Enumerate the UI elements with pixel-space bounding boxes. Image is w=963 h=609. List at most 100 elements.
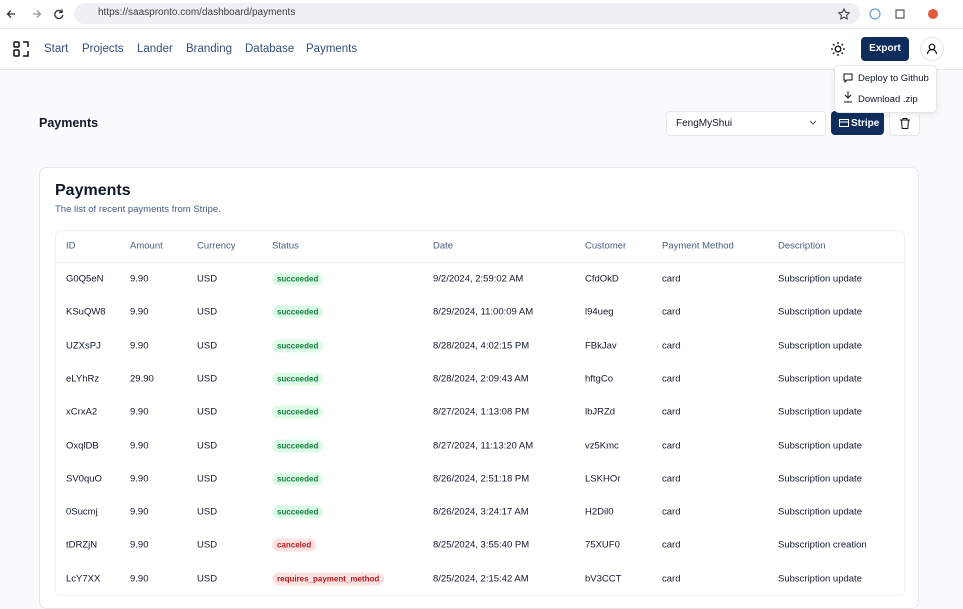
row-divider <box>56 262 904 263</box>
table-cell: 8/25/2024, 3:55:40 PM <box>433 539 530 551</box>
table-cell: USD <box>197 273 218 285</box>
table-cell: card <box>662 473 681 485</box>
column-header: Status <box>272 240 299 252</box>
table-cell: 9.90 <box>130 473 149 485</box>
menu-item[interactable]: Download .zip <box>858 94 918 105</box>
table-cell: 8/28/2024, 4:02:15 PM <box>433 340 530 352</box>
status-badge: canceled <box>272 538 317 552</box>
table-cell: 75XUF0 <box>585 539 620 551</box>
payment-id: UZXsPJ <box>66 340 101 352</box>
table-cell: 29.90 <box>130 373 154 385</box>
status-badge: succeeded <box>272 439 324 452</box>
column-header: Amount <box>130 240 163 252</box>
payment-id: OxqlDB <box>66 440 99 451</box>
table-cell: Subscription update <box>778 273 862 285</box>
table-cell: USD <box>197 306 218 318</box>
table-cell: USD <box>197 473 218 485</box>
nav-link[interactable]: Lander <box>137 43 173 55</box>
theme-toggle[interactable] <box>831 42 845 56</box>
column-header: Date <box>433 240 454 252</box>
nav-link[interactable]: Database <box>245 43 295 55</box>
page-title: Payments <box>39 116 99 130</box>
select-value: FengMyShui <box>676 118 733 129</box>
table-cell: 9.90 <box>130 506 149 518</box>
table-cell: 9.90 <box>130 539 149 551</box>
delete-button[interactable] <box>889 111 920 136</box>
table-cell: Subscription creation <box>778 539 867 551</box>
table-cell: card <box>662 373 681 385</box>
table-cell: USD <box>197 539 218 551</box>
menu-item[interactable]: Deploy to Github <box>858 73 929 84</box>
table-cell: 8/27/2024, 1:13:08 PM <box>433 406 530 418</box>
table-cell: hftgCo <box>585 373 613 385</box>
table-cell: card <box>662 539 681 551</box>
table-cell: USD <box>197 440 218 451</box>
export-button[interactable]: Export <box>861 37 909 61</box>
nav-link[interactable]: Start <box>44 43 69 55</box>
table-cell: USD <box>197 506 218 518</box>
payment-id: tDRZjN <box>66 539 98 551</box>
table-cell: bV3CCT <box>585 573 622 585</box>
payment-id: LcY7XX <box>66 573 101 585</box>
column-header: Description <box>778 240 826 252</box>
nav-link[interactable]: Branding <box>186 43 233 55</box>
table-cell: Subscription update <box>778 573 862 585</box>
table-cell: USD <box>197 573 218 585</box>
chevron <box>809 120 817 125</box>
column-header: Payment Method <box>662 240 734 252</box>
payment-id: xCrxA2 <box>66 406 98 418</box>
status-badge: succeeded <box>272 472 324 486</box>
table-cell: 8/28/2024, 2:09:43 AM <box>433 373 529 385</box>
browser-controls[interactable] <box>6 8 66 20</box>
table-cell: card <box>662 440 681 451</box>
url: https://saaspronto.com/dashboard/payment… <box>98 7 296 18</box>
table-cell: Subscription update <box>778 406 862 418</box>
table-cell: 9.90 <box>130 273 149 285</box>
logo[interactable] <box>13 41 29 57</box>
status-badge: succeeded <box>272 405 324 419</box>
table-cell: H2Dil0 <box>585 506 614 518</box>
card-icon <box>839 119 849 127</box>
table-cell: card <box>662 340 681 352</box>
status-badge: succeeded <box>272 272 324 286</box>
table-cell: 9/2/2024, 2:59:02 AM <box>433 273 524 285</box>
table-cell: 9.90 <box>130 573 149 585</box>
table-cell: 8/26/2024, 3:24:17 AM <box>433 506 529 518</box>
card-title: Payments <box>55 182 131 199</box>
stripe-button[interactable]: Stripe <box>831 111 884 135</box>
status-badge: succeeded <box>272 372 324 386</box>
table-cell: card <box>662 506 681 518</box>
table-cell: Subscription update <box>778 506 862 518</box>
table-cell: 8/26/2024, 2:51:18 PM <box>433 473 530 485</box>
column-header: Customer <box>585 240 627 252</box>
table-cell: Subscription update <box>778 373 862 385</box>
table-cell: Subscription update <box>778 440 862 451</box>
payment-id: 0Sucmj <box>66 506 98 518</box>
table-cell: card <box>662 306 681 318</box>
address-bar[interactable]: https://saaspronto.com/dashboard/payment… <box>74 3 860 24</box>
table-cell: USD <box>197 373 218 385</box>
table-cell: Subscription update <box>778 473 862 485</box>
payment-id: eLYhRz <box>66 373 100 385</box>
status-badge: succeeded <box>272 305 324 319</box>
payments-card: Payments The list of recent payments fro… <box>39 167 919 609</box>
table-cell: 8/27/2024, 11:13:20 AM <box>433 440 534 451</box>
table-cell: l94ueg <box>585 306 614 318</box>
status-badge: requires_payment_method <box>272 572 385 586</box>
table-cell: 8/25/2024, 2:15:42 AM <box>433 573 529 585</box>
status-badge: succeeded <box>272 505 324 519</box>
table-cell: vz5Kmc <box>585 440 619 451</box>
nav-link[interactable]: Payments <box>306 43 358 55</box>
table-cell: card <box>662 406 681 418</box>
table-cell: Subscription update <box>778 340 862 352</box>
table-cell: LSKHOr <box>585 473 621 485</box>
user-avatar[interactable] <box>920 37 944 61</box>
nav-link[interactable]: Projects <box>82 43 124 55</box>
table-cell: lbJRZd <box>585 406 616 418</box>
payment-id: SV0quO <box>66 473 102 485</box>
status-badge: succeeded <box>272 339 324 353</box>
project-select[interactable]: FengMyShui <box>666 111 826 136</box>
table-cell: FBkJav <box>585 340 617 352</box>
table-cell: Subscription update <box>778 306 862 318</box>
